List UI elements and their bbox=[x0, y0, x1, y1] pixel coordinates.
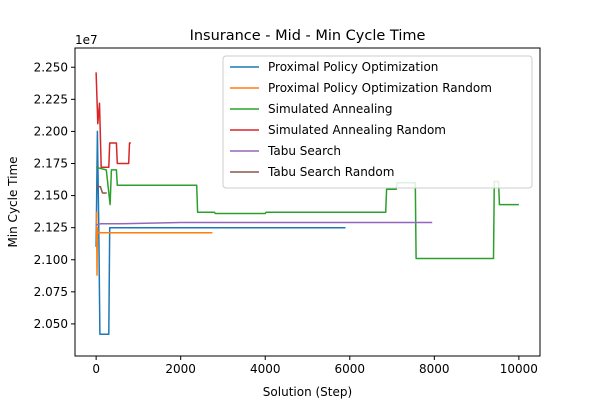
legend-label-simulated-annealing: Simulated Annealing bbox=[268, 102, 393, 116]
y-tick-label: 2.075 bbox=[34, 285, 68, 299]
legend-label-proximal-policy-optimization-random: Proximal Policy Optimization Random bbox=[268, 81, 492, 95]
x-tick-label: 2000 bbox=[165, 362, 196, 376]
legend-label-tabu-search-random: Tabu Search Random bbox=[267, 165, 394, 179]
x-tick-label: 0 bbox=[92, 362, 100, 376]
y-tick-label: 2.100 bbox=[34, 253, 68, 267]
series-layer bbox=[95, 72, 519, 335]
y-tick-label: 2.050 bbox=[34, 317, 68, 331]
series-line-simulated-annealing bbox=[95, 166, 519, 260]
legend-box bbox=[222, 55, 533, 189]
legend: Proximal Policy Optimization Proximal Pol… bbox=[222, 55, 533, 189]
plot-frame bbox=[74, 47, 541, 357]
y-tick-label: 2.250 bbox=[34, 60, 68, 74]
y-tick-label: 2.150 bbox=[34, 189, 68, 203]
x-axis-title: Solution (Step) bbox=[263, 385, 352, 399]
x-tick-label: 8000 bbox=[419, 362, 450, 376]
series-line-simulated-annealing-random bbox=[95, 72, 131, 169]
series-line-proximal-policy-optimization bbox=[95, 130, 346, 335]
y-tick-label: 2.225 bbox=[34, 92, 68, 106]
x-tick-label: 4000 bbox=[250, 362, 281, 376]
chart-title: Insurance - Mid - Min Cycle Time bbox=[190, 28, 426, 44]
axis-ticks: 0 2000 4000 6000 8000 10000 2.050 2.075 2.100 2.1… bbox=[34, 60, 538, 376]
series-line-proximal-policy-optimization-random bbox=[95, 211, 213, 276]
x-tick-label: 6000 bbox=[334, 362, 365, 376]
x-tick-label: 10000 bbox=[500, 362, 538, 376]
y-tick-label: 2.200 bbox=[34, 124, 68, 138]
legend-label-proximal-policy-optimization: Proximal Policy Optimization bbox=[268, 60, 438, 74]
legend-label-simulated-annealing-random: Simulated Annealing Random bbox=[268, 123, 446, 137]
series-line-tabu-search bbox=[95, 221, 433, 226]
y-tick-label: 2.125 bbox=[34, 221, 68, 235]
legend-label-tabu-search: Tabu Search bbox=[267, 144, 341, 158]
y-axis-offset-text: 1e7 bbox=[75, 33, 98, 47]
series-line-tabu-search-random bbox=[96, 185, 107, 194]
y-axis-title: Min Cycle Time bbox=[6, 156, 20, 247]
y-tick-label: 2.175 bbox=[34, 157, 68, 171]
